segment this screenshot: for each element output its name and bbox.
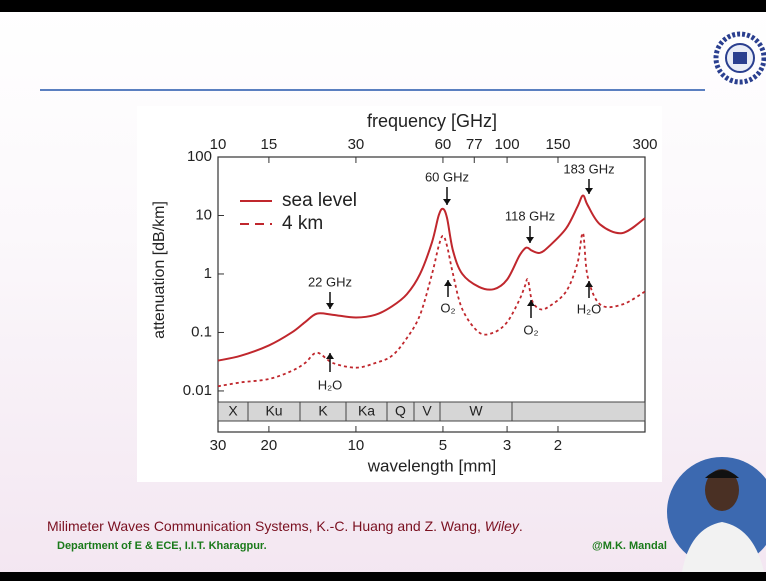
- presenter: [667, 457, 766, 572]
- series-line: [217, 194, 646, 362]
- x-axis-title: frequency [GHz]: [367, 111, 497, 131]
- arrow-head: [326, 303, 334, 309]
- x-tick-label: 100: [495, 136, 520, 153]
- reference-text: Milimeter Waves Communication Systems, K…: [47, 518, 485, 534]
- x-tick-label: 150: [545, 136, 570, 153]
- band-label: V: [422, 403, 432, 419]
- series-line: [217, 232, 646, 388]
- legend-label: 4 km: [282, 213, 323, 234]
- y-tick-label: 0.1: [191, 323, 212, 340]
- annotation: 22 GHz: [308, 274, 352, 289]
- reference: Milimeter Waves Communication Systems, K…: [47, 518, 523, 534]
- arrow-head: [585, 281, 593, 287]
- plot-frame: [217, 156, 646, 433]
- band-label: Ka: [358, 403, 375, 419]
- band-label: Ku: [265, 403, 282, 419]
- legend-label: sea level: [282, 190, 357, 211]
- annotation: H₂O: [318, 377, 343, 392]
- x2-tick-label: 2: [554, 437, 562, 454]
- band-label: W: [469, 403, 483, 419]
- x2-tick-label: 20: [261, 437, 278, 454]
- y-tick-label: 10: [195, 206, 212, 223]
- annotation: 60 GHz: [425, 169, 469, 184]
- annotation: H₂O: [577, 301, 602, 316]
- annotation: 183 GHz: [563, 161, 614, 176]
- x-tick-label: 15: [261, 136, 278, 153]
- arrow-head: [585, 188, 593, 194]
- arrow-head: [326, 353, 334, 359]
- arrow-head: [444, 280, 452, 286]
- x2-tick-label: 10: [348, 437, 365, 454]
- bottom-bar: [0, 572, 766, 581]
- reference-publisher: Wiley: [484, 518, 519, 534]
- annotation: O₂: [440, 300, 455, 315]
- y-axis-title: attenuation [dB/km]: [151, 201, 168, 339]
- arrow-head: [526, 237, 534, 243]
- x2-tick-label: 30: [210, 437, 227, 454]
- department: Department of E & ECE, I.I.T. Kharagpur.: [57, 540, 267, 552]
- annotation: O₂: [523, 322, 538, 337]
- arrow-head: [443, 199, 451, 205]
- logo: [713, 31, 766, 85]
- x-tick-label: 10: [210, 136, 227, 153]
- x-tick-label: 30: [348, 136, 365, 153]
- y-tick-label: 100: [187, 148, 212, 165]
- band-label: K: [318, 403, 328, 419]
- top-bar: [0, 0, 766, 12]
- y-tick-label: 1: [204, 265, 212, 282]
- band-strip: [217, 401, 646, 422]
- x-tick-label: 60: [435, 136, 452, 153]
- x2-tick-label: 3: [503, 437, 511, 454]
- x2-tick-label: 5: [439, 437, 447, 454]
- annotation: 118 GHz: [505, 208, 555, 223]
- y-tick-label: 0.01: [183, 382, 212, 399]
- arrow-head: [527, 300, 535, 306]
- x-tick-label: 77: [466, 136, 483, 153]
- x2-axis-title: wavelength [mm]: [367, 456, 497, 475]
- band-label: Q: [395, 403, 406, 419]
- reference-end: .: [518, 518, 523, 534]
- credit: @M.K. Mandal: [592, 540, 667, 552]
- x-tick-label: 300: [632, 136, 657, 153]
- band-label: X: [228, 403, 238, 419]
